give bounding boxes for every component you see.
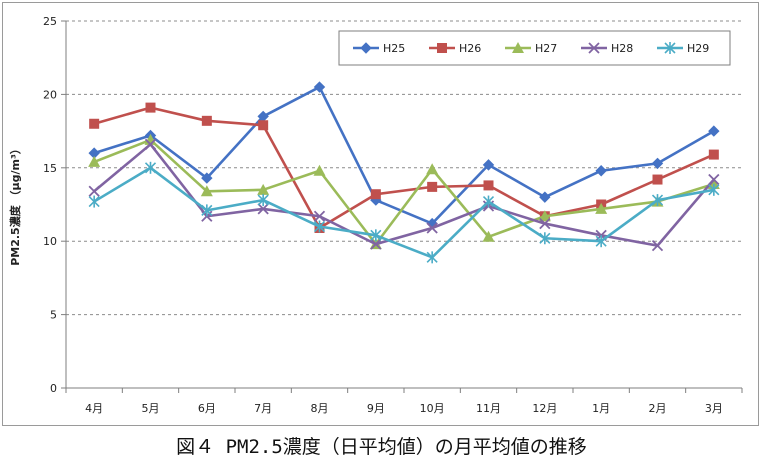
legend-box xyxy=(338,30,731,66)
legend-marker-h29 xyxy=(664,42,676,54)
data-point-h26 xyxy=(427,181,438,192)
x-tick-label: 5月 xyxy=(142,402,160,415)
x-tick-label: 12月 xyxy=(532,402,557,415)
x-tick-label: 4月 xyxy=(85,402,103,415)
data-point-h29 xyxy=(144,161,157,174)
axes: 0 5 10 15 20 25 4月 5月 6月 7月 8月 9月 10月 11月 12月 1月 2月 3月 PM2… xyxy=(8,15,743,415)
data-point-h26 xyxy=(708,149,719,160)
data-point-h25 xyxy=(595,165,607,177)
data-point-h28 xyxy=(539,217,551,230)
data-point-h28 xyxy=(313,210,326,222)
x-tick-label: 3月 xyxy=(705,402,723,415)
data-point-h27 xyxy=(313,164,326,176)
data-point-h27 xyxy=(482,230,495,242)
data-point-h26 xyxy=(258,120,269,131)
data-point-h29 xyxy=(257,194,269,207)
figure-caption: 図４ PM2.5濃度（日平均値）の月平均値の推移 xyxy=(176,436,587,458)
data-point-h29 xyxy=(651,194,664,207)
data-point-h25 xyxy=(313,81,326,93)
x-tick-label: 1月 xyxy=(592,402,610,415)
data-point-h28 xyxy=(144,138,157,150)
data-point-h28 xyxy=(370,238,382,250)
legend-marker-h27 xyxy=(512,42,524,53)
legend-label-h28: H28 xyxy=(611,42,633,55)
data-point-h25 xyxy=(201,172,213,184)
data-point-h25 xyxy=(482,159,495,171)
data-point-h27 xyxy=(257,183,270,195)
series-line-h26 xyxy=(93,106,715,230)
y-tick-label: 0 xyxy=(50,382,57,395)
series-line-h25 xyxy=(93,85,715,225)
y-tick-label: 10 xyxy=(43,235,57,248)
data-point-h27 xyxy=(88,155,101,167)
data-point-h27 xyxy=(426,163,439,175)
legend-label-h26: H26 xyxy=(459,42,481,55)
data-point-h29 xyxy=(539,232,551,245)
x-tick-label: 8月 xyxy=(311,402,329,415)
y-tick-label: 20 xyxy=(43,88,57,101)
data-point-h29 xyxy=(708,183,720,196)
data-point-h29 xyxy=(426,251,438,264)
series-line-h29 xyxy=(93,166,715,259)
data-point-h26 xyxy=(370,189,381,200)
data-point-h26 xyxy=(145,102,156,113)
y-axis-title: PM2.5濃度 （μg/m³） xyxy=(8,143,22,266)
legend-label-h29: H29 xyxy=(687,42,709,55)
x-tick-label: 9月 xyxy=(367,402,385,415)
line-chart: 0 5 10 15 20 25 4月 5月 6月 7月 8月 9月 10月 11月 12月 1月 2月 3月 PM2… xyxy=(8,15,743,415)
data-point-h25 xyxy=(539,191,551,203)
data-point-h27 xyxy=(595,202,608,214)
data-point-h26 xyxy=(89,118,100,129)
chart-frame xyxy=(2,2,759,426)
data-point-h27 xyxy=(200,185,213,197)
x-tick-label: 11月 xyxy=(476,402,501,415)
data-point-h26 xyxy=(483,180,494,191)
legend-label-h25: H25 xyxy=(383,42,405,55)
data-point-h26 xyxy=(652,174,663,185)
x-tick-label: 6月 xyxy=(198,402,216,415)
data-point-h27 xyxy=(538,210,551,222)
data-point-h26 xyxy=(201,115,212,126)
data-point-h28 xyxy=(257,203,269,215)
series-lines xyxy=(88,81,720,264)
data-point-h29 xyxy=(370,229,382,242)
legend-marker-h25 xyxy=(360,42,372,54)
legend: H25 H26 H27 H28 H29 xyxy=(338,30,731,66)
data-point-h29 xyxy=(88,195,100,208)
data-point-h28 xyxy=(88,185,100,197)
series-line-h27 xyxy=(93,138,715,246)
data-point-h29 xyxy=(482,195,495,208)
y-tick-label: 25 xyxy=(43,15,57,28)
y-tick-label: 15 xyxy=(43,162,57,175)
data-point-h29 xyxy=(313,220,326,233)
x-tick-label: 7月 xyxy=(254,402,272,415)
x-tick-label: 10月 xyxy=(420,402,445,415)
legend-label-h27: H27 xyxy=(535,42,557,55)
data-point-h25 xyxy=(708,125,720,137)
legend-marker-h26 xyxy=(437,43,447,53)
legend-marker-h28 xyxy=(588,42,600,54)
data-point-h28 xyxy=(708,173,720,186)
data-point-h28 xyxy=(651,239,664,252)
data-point-h29 xyxy=(201,204,213,217)
grid-lines xyxy=(66,20,742,316)
data-point-h25 xyxy=(651,157,664,170)
y-tick-label: 5 xyxy=(50,309,57,322)
data-point-h29 xyxy=(595,235,607,248)
data-point-h28 xyxy=(426,222,438,234)
x-tick-label: 2月 xyxy=(649,402,667,415)
